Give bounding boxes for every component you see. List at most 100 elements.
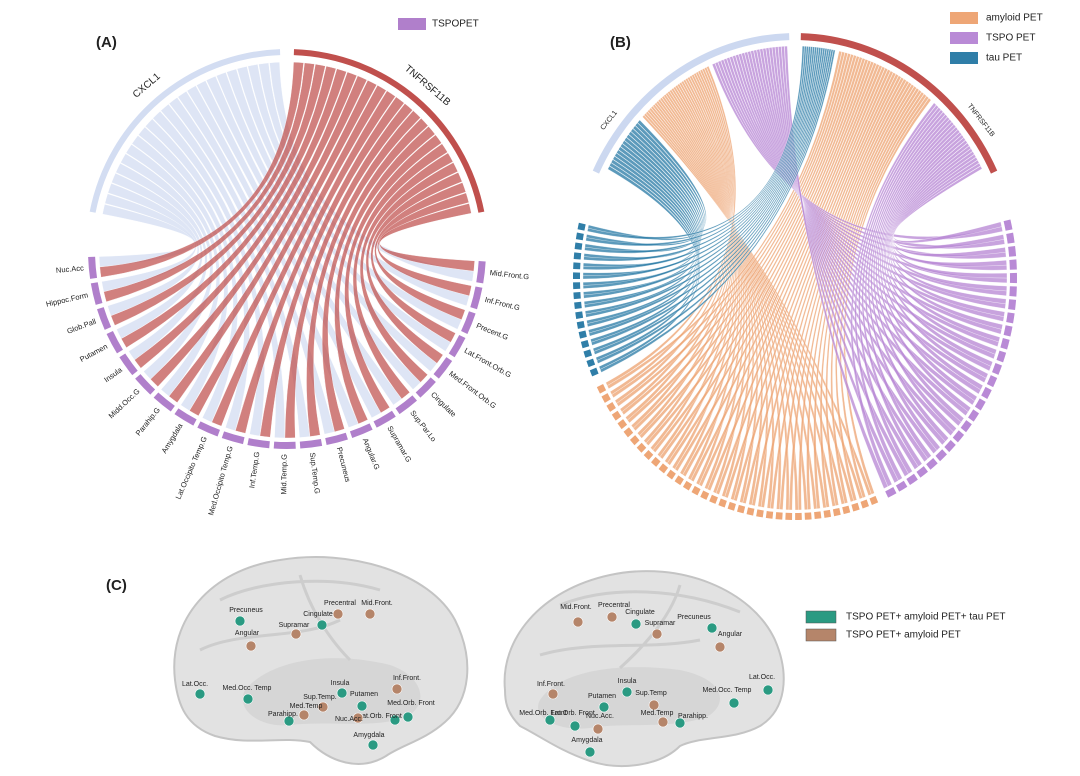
region-arc <box>577 222 586 231</box>
region-label: Precuneus <box>229 607 263 614</box>
region-arc <box>968 409 980 422</box>
region-dot <box>657 716 669 728</box>
region-arc <box>851 502 860 512</box>
region-arc <box>174 408 197 426</box>
legend-label: TSPO PET+ amyloid PET <box>846 630 961 641</box>
region-dot <box>714 641 726 653</box>
region-arc <box>573 262 581 270</box>
region-arc <box>97 307 112 330</box>
chord-ribbon <box>788 80 910 511</box>
region-dot <box>728 697 740 709</box>
region-label: Parahipp. <box>678 713 708 720</box>
region-arc <box>691 485 701 496</box>
region-dot <box>572 616 584 628</box>
region-arc <box>1000 338 1010 350</box>
chord-ribbon <box>616 52 848 407</box>
region-arc <box>106 331 123 354</box>
gene-arc <box>592 33 790 174</box>
chord-ribbon <box>611 51 845 398</box>
region-arc <box>737 504 746 514</box>
chord-ribbon <box>839 95 929 499</box>
chord-ribbon <box>887 140 1001 343</box>
region-arc <box>596 383 607 394</box>
chord-ribbon <box>365 162 459 364</box>
chord-ribbon <box>667 60 872 466</box>
region-label: Parahipp. <box>268 711 298 718</box>
region-arc <box>885 487 897 498</box>
region-arc <box>448 334 466 358</box>
chord-ribbon <box>621 53 851 415</box>
region-dot <box>290 628 302 640</box>
legend-label: amyloid PET <box>986 13 1043 24</box>
region-arc <box>651 456 661 467</box>
region-arc <box>578 330 587 339</box>
region-arc <box>727 501 736 511</box>
region-label: Med.Orb. Front <box>387 700 435 707</box>
region-label: Insula <box>618 678 637 685</box>
region-label: Mid.Front. <box>560 604 592 611</box>
chord-ribbon <box>633 54 857 431</box>
chord-ribbon <box>861 109 944 467</box>
region-arc <box>785 512 793 520</box>
region-dot <box>367 739 379 751</box>
region-arc <box>746 507 755 516</box>
region-arc <box>576 321 585 329</box>
region-arc <box>461 311 476 334</box>
chord-ribbon <box>682 62 877 477</box>
region-arc <box>814 511 822 520</box>
region-label: Inf.Front. <box>537 681 565 688</box>
region-arc <box>589 367 599 377</box>
region-label: Med.Temp <box>641 710 674 717</box>
chord-ribbon <box>582 46 817 289</box>
region-dot <box>352 712 364 724</box>
chord-ribbon <box>99 61 304 278</box>
region-dot <box>316 619 328 631</box>
region-arc <box>804 512 812 520</box>
region-dot <box>651 628 663 640</box>
legend-label: tau PET <box>986 53 1022 64</box>
region-arc <box>666 469 676 480</box>
region-label: Nuc.Acc. <box>335 716 363 723</box>
region-label: Med.Occ. Temp <box>703 687 752 694</box>
region-arc <box>221 431 245 445</box>
region-dot <box>283 715 295 727</box>
chord-ribbon <box>886 137 997 355</box>
region-arc <box>574 301 582 310</box>
region-dot <box>391 683 403 695</box>
region-arc <box>926 458 938 470</box>
chord-ribbon <box>599 49 836 373</box>
region-label: Lat.Occ. <box>182 681 208 688</box>
legend-swatch <box>398 18 426 30</box>
chord-ribbon <box>879 126 978 402</box>
gene-arc <box>89 49 281 213</box>
region-label: Precuneus <box>677 614 711 621</box>
chord-ribbon <box>652 57 866 453</box>
region-arc <box>1009 286 1017 297</box>
region-arc <box>1008 245 1017 257</box>
chord-ribbon <box>690 63 880 482</box>
region-arc <box>601 393 611 403</box>
chord-ribbon <box>881 129 984 390</box>
chord-ribbon <box>359 152 454 383</box>
legend-label: TSPO PET+ amyloid PET+ tau PET <box>846 612 1006 623</box>
region-arc <box>1008 299 1017 311</box>
region-arc <box>299 438 323 449</box>
region-label: Sup.Temp. <box>303 694 337 701</box>
region-dot <box>317 701 329 713</box>
region-arc <box>623 427 634 438</box>
chord-ribbon <box>586 47 826 327</box>
region-label: Lat.Occ. <box>749 674 775 681</box>
region-label: Supramar <box>279 622 310 629</box>
chord-ribbon <box>150 71 358 387</box>
region-dot <box>706 622 718 634</box>
region-dot <box>674 717 686 729</box>
chord-ribbon <box>352 143 448 400</box>
region-label: Cingulate <box>625 609 655 616</box>
chord-ribbon <box>593 48 832 355</box>
panel-label: (C) <box>106 577 127 594</box>
region-dot <box>402 711 414 723</box>
region-arc <box>906 473 918 485</box>
region-arc <box>823 509 832 518</box>
